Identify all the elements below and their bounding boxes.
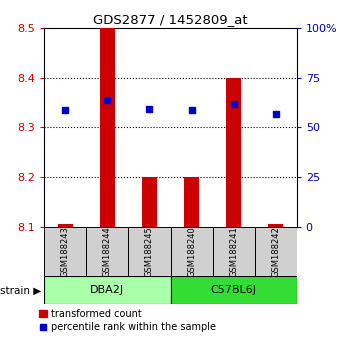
Bar [212,227,255,276]
Text: GSM188240: GSM188240 [187,226,196,277]
Text: GSM188242: GSM188242 [271,226,280,277]
Text: GSM188245: GSM188245 [145,226,154,277]
Bar [170,276,297,304]
Text: C57BL6J: C57BL6J [211,285,256,295]
Bar [268,224,283,227]
Bar [86,227,129,276]
Bar [142,177,157,227]
Legend: transformed count, percentile rank within the sample: transformed count, percentile rank withi… [39,309,216,332]
Bar [255,227,297,276]
Bar [44,276,170,304]
Text: DBA2J: DBA2J [90,285,124,295]
Title: GDS2877 / 1452809_at: GDS2877 / 1452809_at [93,13,248,26]
Text: GSM188241: GSM188241 [229,226,238,277]
Bar [184,177,199,227]
Bar [129,227,170,276]
Bar [100,28,115,227]
Bar [226,78,241,227]
Text: strain ▶: strain ▶ [0,285,41,295]
Bar [44,227,86,276]
Text: GSM188244: GSM188244 [103,226,112,277]
Bar [58,224,73,227]
Text: GSM188243: GSM188243 [61,226,70,277]
Bar [170,227,212,276]
